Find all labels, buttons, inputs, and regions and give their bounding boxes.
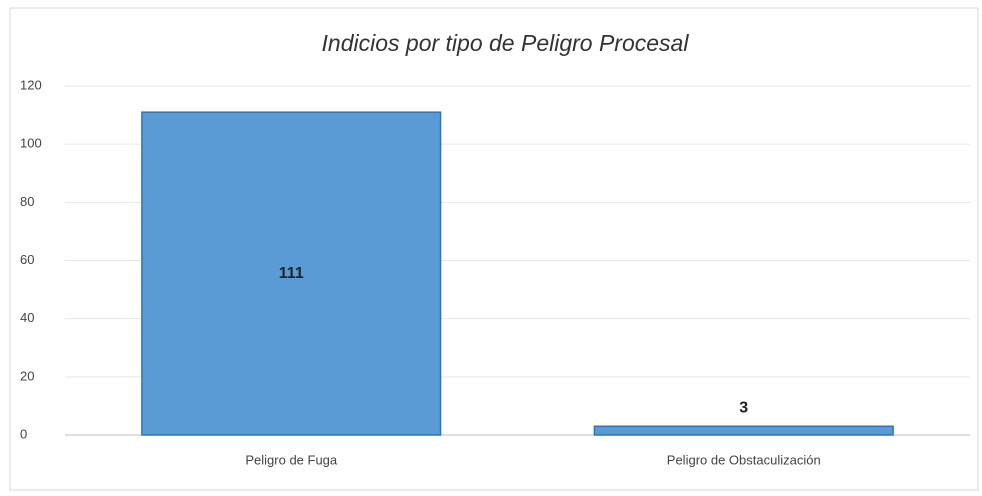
x-tick-label: Peligro de Fuga	[245, 452, 338, 467]
y-tick-label: 100	[20, 136, 42, 151]
y-tick-label: 60	[20, 252, 34, 267]
y-tick-label: 120	[20, 77, 42, 92]
y-tick-label: 80	[20, 194, 34, 209]
bar	[593, 425, 894, 436]
data-label: 3	[739, 399, 748, 416]
y-tick-label: 0	[20, 426, 27, 441]
y-tick-label: 20	[20, 368, 34, 383]
bar	[141, 111, 442, 436]
chart-title: Indicios por tipo de Peligro Procesal	[322, 30, 690, 56]
data-label: 111	[279, 265, 304, 282]
y-tick-label: 40	[20, 310, 34, 325]
x-tick-label: Peligro de Obstaculización	[667, 452, 821, 467]
